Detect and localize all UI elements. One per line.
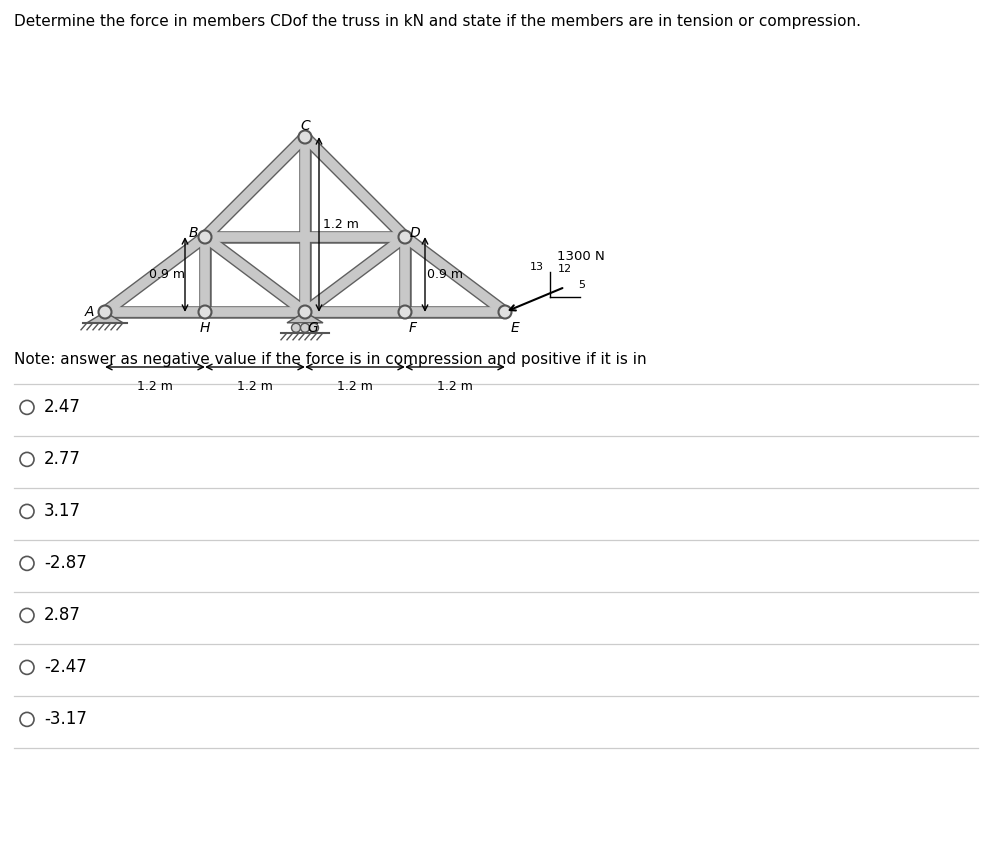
Text: Note: answer as negative value if the force is in compression and positive if it: Note: answer as negative value if the fo… [14, 352, 647, 367]
Text: 12: 12 [558, 264, 572, 274]
Text: G: G [308, 321, 318, 335]
Circle shape [301, 323, 310, 333]
Text: B: B [188, 226, 197, 240]
Text: A: A [84, 305, 94, 319]
Text: D: D [410, 226, 421, 240]
Circle shape [20, 609, 34, 622]
Circle shape [399, 231, 412, 243]
Circle shape [299, 306, 311, 318]
Polygon shape [87, 312, 123, 322]
Text: 1.2 m: 1.2 m [337, 380, 373, 393]
Polygon shape [287, 312, 323, 322]
Text: Determine the force in members CDof the truss in kN and state if the members are: Determine the force in members CDof the … [14, 14, 861, 29]
Text: 3.17: 3.17 [44, 503, 81, 520]
Circle shape [20, 712, 34, 727]
Text: 5: 5 [578, 280, 585, 290]
Text: C: C [301, 119, 310, 133]
Text: -2.87: -2.87 [44, 554, 86, 573]
Circle shape [20, 557, 34, 570]
Text: H: H [199, 321, 210, 335]
Text: -2.47: -2.47 [44, 658, 86, 676]
Text: 1.2 m: 1.2 m [137, 380, 173, 393]
Circle shape [399, 306, 412, 318]
Circle shape [499, 306, 512, 318]
Text: 1.2 m: 1.2 m [437, 380, 473, 393]
Text: 1.2 m: 1.2 m [237, 380, 273, 393]
Text: 1.2 m: 1.2 m [323, 218, 359, 231]
Circle shape [299, 131, 311, 143]
Circle shape [20, 504, 34, 519]
Circle shape [98, 306, 111, 318]
Circle shape [20, 660, 34, 674]
Circle shape [310, 323, 318, 333]
Text: 2.77: 2.77 [44, 450, 81, 468]
Text: 2.87: 2.87 [44, 606, 81, 625]
Text: 2.47: 2.47 [44, 398, 81, 417]
Circle shape [20, 401, 34, 414]
Text: 0.9 m: 0.9 m [427, 268, 463, 281]
Circle shape [198, 306, 211, 318]
Text: F: F [409, 321, 417, 335]
Text: 13: 13 [530, 262, 544, 272]
Text: E: E [511, 321, 520, 335]
Circle shape [20, 452, 34, 466]
Text: -3.17: -3.17 [44, 711, 87, 728]
Text: 0.9 m: 0.9 m [149, 268, 185, 281]
Circle shape [292, 323, 301, 333]
Text: 1300 N: 1300 N [557, 251, 605, 264]
Circle shape [198, 231, 211, 243]
